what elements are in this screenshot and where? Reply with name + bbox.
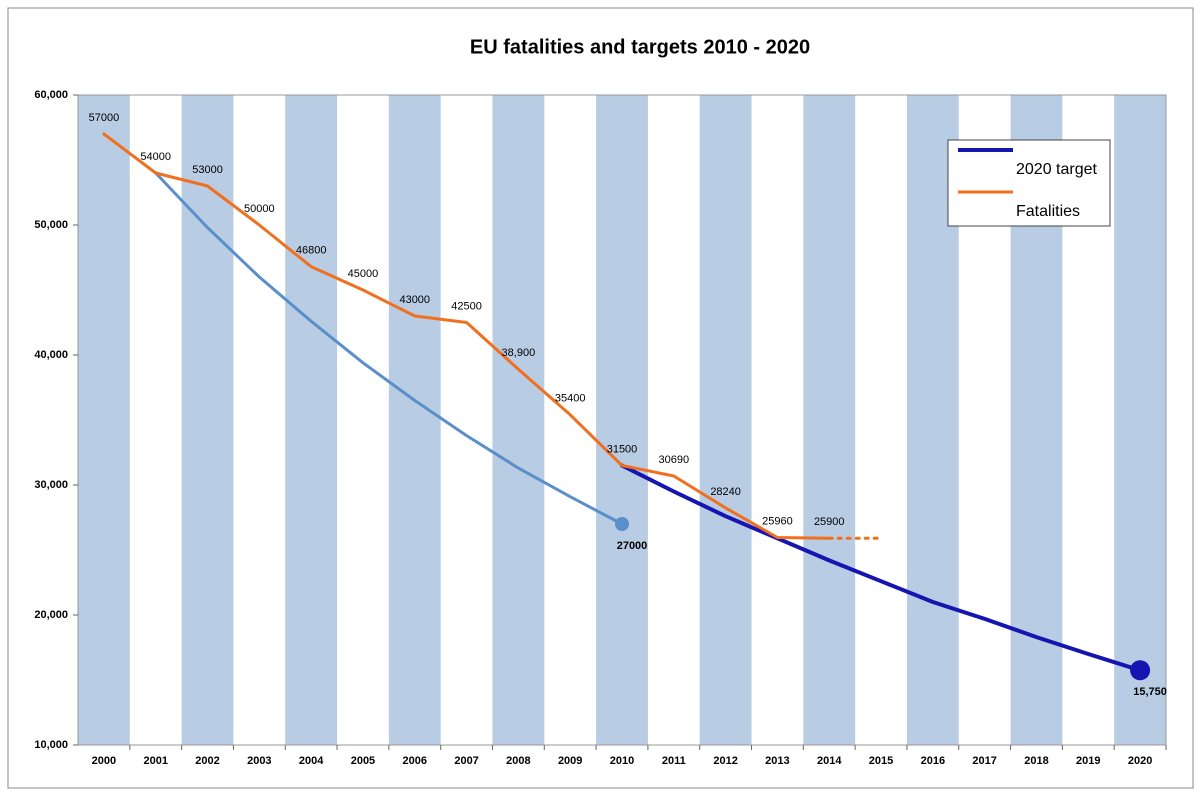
x-tick-label: 2019 bbox=[1076, 755, 1100, 767]
column-band bbox=[285, 95, 338, 745]
data-label: 30690 bbox=[659, 454, 690, 466]
x-tick-label: 2001 bbox=[143, 755, 167, 767]
column-band bbox=[181, 95, 234, 745]
x-tick-label: 2002 bbox=[195, 755, 219, 767]
column-band bbox=[388, 95, 441, 745]
y-tick-label: 10,000 bbox=[34, 739, 68, 751]
end-marker bbox=[615, 517, 629, 531]
data-label: 31500 bbox=[607, 443, 638, 455]
legend-label: 2020 target bbox=[1016, 161, 1098, 178]
data-label: 25900 bbox=[814, 516, 845, 528]
data-label: 27000 bbox=[617, 540, 648, 552]
legend-box bbox=[947, 139, 1111, 227]
x-tick-label: 2015 bbox=[869, 755, 893, 767]
y-tick-label: 50,000 bbox=[34, 219, 68, 231]
x-tick-label: 2017 bbox=[972, 755, 996, 767]
data-label: 35400 bbox=[555, 393, 586, 405]
y-tick-label: 20,000 bbox=[34, 609, 68, 621]
x-tick-label: 2000 bbox=[92, 755, 116, 767]
x-tick-label: 2010 bbox=[610, 755, 634, 767]
x-tick-label: 2009 bbox=[558, 755, 582, 767]
y-tick-label: 40,000 bbox=[34, 349, 68, 361]
column-band bbox=[596, 95, 648, 745]
x-tick-label: 2006 bbox=[403, 755, 427, 767]
column-band bbox=[78, 95, 130, 745]
chart-title: EU fatalities and targets 2010 - 2020 bbox=[470, 36, 810, 58]
series-line bbox=[102, 132, 831, 540]
column-band bbox=[492, 95, 545, 745]
column-band bbox=[1114, 95, 1166, 745]
x-tick-label: 2012 bbox=[713, 755, 737, 767]
series-line bbox=[154, 171, 624, 526]
data-label: 53000 bbox=[192, 164, 223, 176]
data-label: 25960 bbox=[762, 515, 793, 527]
x-tick-label: 2008 bbox=[506, 755, 530, 767]
x-tick-label: 2004 bbox=[299, 755, 324, 767]
series-line bbox=[620, 463, 1143, 673]
x-tick-label: 2016 bbox=[921, 755, 945, 767]
x-tick-label: 2007 bbox=[454, 755, 478, 767]
y-tick-label: 30,000 bbox=[34, 479, 68, 491]
data-label: 28240 bbox=[710, 486, 741, 498]
x-tick-label: 2013 bbox=[765, 755, 789, 767]
column-band bbox=[699, 95, 752, 745]
data-label: 45000 bbox=[348, 268, 379, 280]
legend-label: Fatalities bbox=[1016, 203, 1080, 220]
x-tick-label: 2018 bbox=[1024, 755, 1048, 767]
data-label: 54000 bbox=[140, 151, 171, 163]
x-tick-label: 2014 bbox=[817, 755, 842, 767]
x-tick-label: 2005 bbox=[351, 755, 375, 767]
data-label: 57000 bbox=[89, 112, 120, 124]
data-label: 50000 bbox=[244, 203, 275, 215]
x-tick-label: 2020 bbox=[1128, 755, 1152, 767]
data-label: 15,750 bbox=[1133, 686, 1167, 698]
plot-border bbox=[77, 94, 1167, 746]
data-label: 42500 bbox=[451, 300, 482, 312]
data-label: 38,900 bbox=[502, 347, 536, 359]
data-label: 46800 bbox=[296, 245, 327, 257]
data-label: 43000 bbox=[399, 294, 430, 306]
x-tick-label: 2011 bbox=[662, 755, 686, 767]
y-tick-label: 60,000 bbox=[34, 89, 68, 101]
column-band bbox=[803, 95, 856, 745]
end-marker bbox=[1130, 660, 1151, 681]
x-tick-label: 2003 bbox=[247, 755, 271, 767]
